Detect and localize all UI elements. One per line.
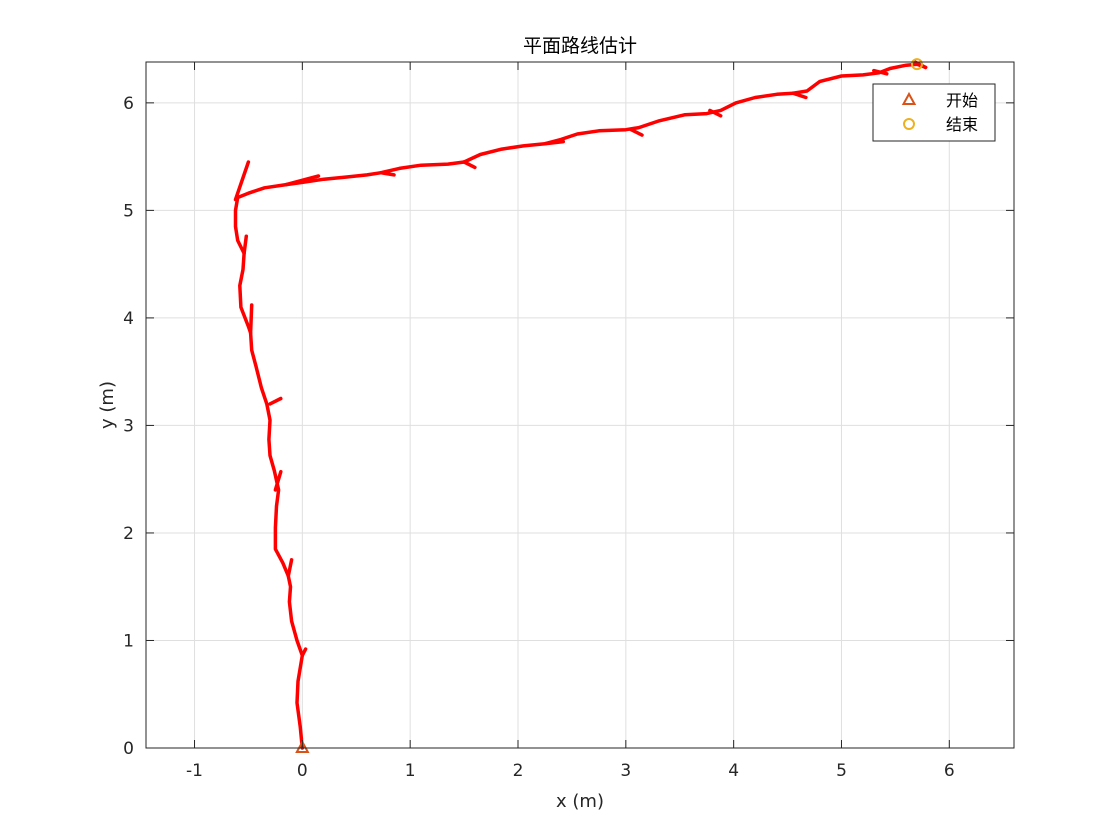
y-axis-label: y (m) (97, 381, 118, 429)
trajectory-branch (284, 174, 321, 187)
trajectory-branch (629, 127, 644, 137)
y-tick-label: 1 (123, 631, 134, 651)
trajectory-branch (248, 303, 254, 335)
y-tick-label: 5 (123, 201, 134, 221)
x-tick-label: 4 (728, 761, 739, 781)
x-tick-label: 2 (513, 761, 524, 781)
y-tick-label: 3 (123, 416, 134, 436)
data-layer (233, 58, 928, 753)
y-tick-label: 2 (123, 524, 134, 544)
x-tick-label: 5 (836, 761, 847, 781)
ticks: -1 0 1 2 3 4 5 6 0 1 2 3 4 5 6 (123, 62, 1014, 781)
trajectory-branch (543, 139, 566, 146)
trajectory-branch (233, 160, 251, 202)
trajectory-branch (462, 160, 477, 170)
trajectory-branch (872, 68, 889, 76)
plot-area (146, 62, 1014, 748)
trajectory-branch (300, 647, 308, 658)
start-marker (295, 739, 310, 753)
trajectory-branch (708, 108, 723, 118)
y-tick-label: 0 (123, 739, 134, 759)
legend-end-label: 结束 (946, 115, 978, 134)
trajectory-branch (268, 396, 283, 406)
x-tick-label: 3 (620, 761, 631, 781)
x-tick-label: 0 (297, 761, 308, 781)
x-tick-label: 6 (944, 761, 955, 781)
x-tick-label: 1 (405, 761, 416, 781)
chart-title: 平面路线估计 (523, 35, 637, 57)
legend: 开始 结束 (872, 83, 996, 142)
legend-start-label: 开始 (946, 91, 978, 110)
x-tick-label: -1 (186, 761, 203, 781)
trajectory-branch (273, 469, 283, 492)
y-tick-label: 4 (123, 309, 134, 329)
x-axis-label: x (m) (556, 791, 604, 812)
end-marker (910, 58, 923, 71)
trajectory-branch (791, 91, 808, 100)
legend-triangle-icon (901, 91, 917, 105)
trajectory-branch (286, 558, 294, 578)
legend-box (872, 83, 996, 142)
trajectory-branch (379, 170, 396, 177)
trajectory-branch (242, 234, 249, 256)
y-tick-label: 6 (123, 94, 134, 114)
legend-circle-icon (903, 118, 915, 130)
plot-frame (145, 61, 1015, 749)
trajectory-branch (913, 60, 928, 70)
